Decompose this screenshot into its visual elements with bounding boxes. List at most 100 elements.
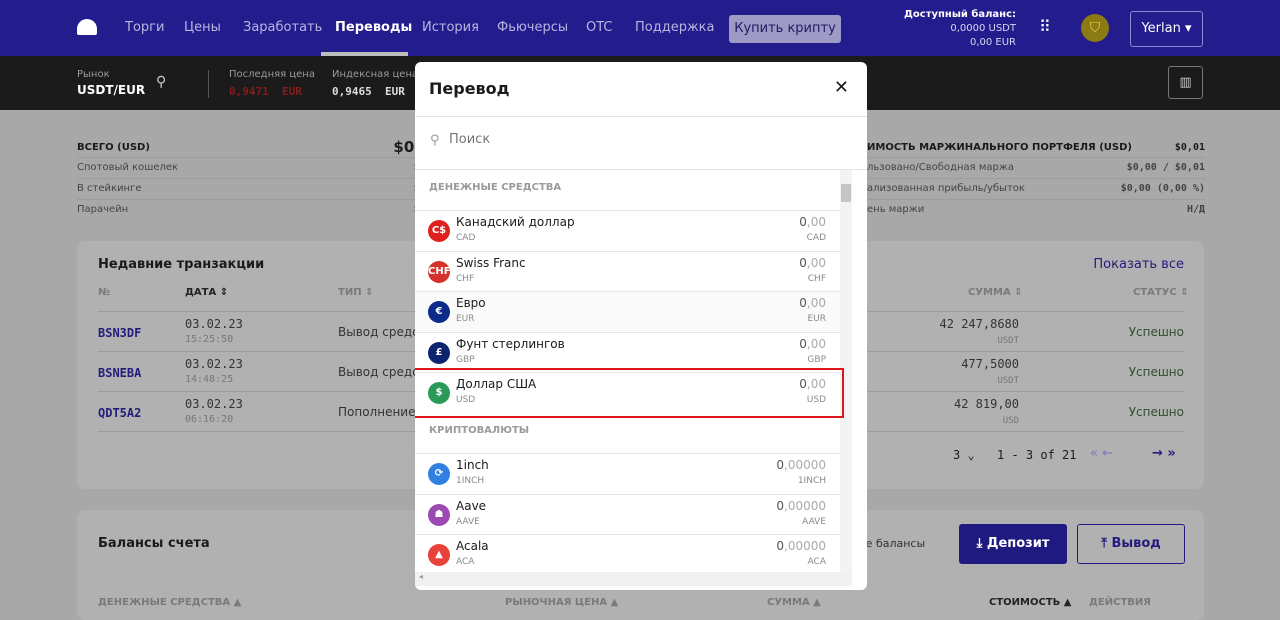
nav-support[interactable]: Поддержка <box>635 20 715 35</box>
parachain-label: Парачейн <box>77 204 129 215</box>
margin-title: ИМОСТЬ МАРЖИНАЛЬНОГО ПОРТФЕЛЯ (USD) <box>867 141 1132 153</box>
currency-name: Swiss Franc <box>456 255 526 270</box>
bal-col-value[interactable]: СТОИМОСТЬ ▲ <box>989 597 1072 608</box>
deposit-button[interactable]: ⤓ Депозит <box>959 524 1067 564</box>
last-price-value: 0,9471 EUR <box>229 85 302 98</box>
next-page-icon[interactable]: → » <box>1152 446 1176 461</box>
spot-label: Спотовый кошелек <box>77 162 179 173</box>
withdraw-button[interactable]: ⤒ Вывод <box>1077 524 1185 564</box>
tx-date: 03.02.23 <box>185 357 243 371</box>
market-pair[interactable]: USDT/EUR <box>77 83 146 97</box>
currency-list: ДЕНЕЖНЫЕ СРЕДСТВА C$ Канадский доллар CA… <box>415 170 840 572</box>
index-price-value: 0,9465 EUR <box>332 85 405 98</box>
tx-amount: 42 819,00 <box>953 397 1019 411</box>
col-sum[interactable]: СУММА ⇕ <box>968 287 1023 298</box>
currency-name: Acala <box>456 539 489 553</box>
buy-crypto-button[interactable]: Купить крипту <box>729 15 841 43</box>
page-range: 1 - 3 of 21 <box>997 448 1077 462</box>
bal-col-price[interactable]: РЫНОЧНАЯ ЦЕНА ▲ <box>505 597 619 608</box>
nav-otc[interactable]: OTC <box>586 20 613 35</box>
bal-col-cash[interactable]: ДЕНЕЖНЫЕ СРЕДСТВА ▲ <box>98 597 242 608</box>
col-date[interactable]: ДАТА ⇕ <box>185 287 229 298</box>
user-name: Yerlan <box>1141 21 1181 36</box>
currency-item-1inch[interactable]: ⟳ 1inch 1INCH 0,00000 1INCH <box>415 453 840 493</box>
currency-name: Канадский доллар <box>456 215 575 229</box>
currency-code: CAD <box>456 233 476 243</box>
currency-code-right: CHF <box>807 273 826 284</box>
market-label: Рынок <box>77 69 110 80</box>
tx-type: Вывод средс <box>338 365 419 379</box>
currency-amount: 0,00000 <box>776 498 826 513</box>
aave-coin-icon: ☗ <box>428 503 450 526</box>
tx-status: Успешно <box>1128 405 1184 419</box>
currency-code-right: CAD <box>806 233 826 243</box>
available-balance: Доступный баланс: 0,0000 USDT 0,00 EUR <box>904 8 1016 50</box>
shield-icon[interactable]: ⛉ <box>1081 14 1109 42</box>
table-row[interactable]: QDT5A2 03.02.23 06:16:20 Пополнение 42 8… <box>77 391 1204 431</box>
modal-title: Перевод <box>429 79 510 98</box>
nav-trade[interactable]: Торги <box>125 20 165 35</box>
currency-code: CHF <box>456 273 475 284</box>
currency-code: AAVE <box>456 516 480 527</box>
currency-item-gbp[interactable]: £ Фунт стерлингов GBP 0,00 GBP <box>415 331 840 372</box>
currency-item-aca[interactable]: ▲ Acala ACA 0,00000 ACA <box>415 534 840 574</box>
currency-item-cad[interactable]: C$ Канадский доллар CAD 0,00 CAD <box>415 210 840 250</box>
nav-history[interactable]: История <box>422 20 479 35</box>
currency-code-right: 1INCH <box>797 476 826 486</box>
usd-coin-icon: $ <box>428 382 450 404</box>
first-page-icon[interactable]: « ← <box>1090 446 1113 461</box>
currency-item-usd[interactable]: $ Доллар США USD 0,00 USD <box>415 372 840 412</box>
chf-coin-icon: CHF <box>428 260 451 283</box>
close-icon[interactable]: ✕ <box>833 77 849 98</box>
col-no: № <box>98 287 111 298</box>
total-label: ВСЕГО (USD) <box>77 141 150 153</box>
fiat-section-label: ДЕНЕЖНЫЕ СРЕДСТВА <box>429 182 562 193</box>
bal-col-sum[interactable]: СУММА ▲ <box>767 597 821 608</box>
col-type[interactable]: ТИП ⇕ <box>338 287 374 298</box>
nav-prices[interactable]: Цены <box>184 20 221 35</box>
top-nav: Торги Цены Заработать Переводы История Ф… <box>0 0 1280 56</box>
vertical-scrollbar[interactable] <box>840 170 852 572</box>
currency-code-right: ACA <box>807 557 826 567</box>
currency-item-eur[interactable]: € Евро EUR 0,00 EUR <box>415 291 840 331</box>
tx-id[interactable]: BSN3DF <box>98 326 142 340</box>
table-row[interactable]: BSNEBA 03.02.23 14:48:25 Вывод средс 477… <box>77 351 1204 391</box>
currency-amount: 0,00 <box>799 296 826 310</box>
margin-used-value: $0,00 / $0,01 <box>1126 162 1205 173</box>
logo-icon[interactable] <box>77 19 97 35</box>
currency-code: GBP <box>456 354 475 365</box>
search-icon[interactable]: ⚲ <box>156 74 167 90</box>
tx-type: Пополнение <box>338 405 416 419</box>
currency-item-aave[interactable]: ☗ Aave AAVE 0,00000 AAVE <box>415 493 840 534</box>
chart-icon[interactable]: ▥ <box>1168 66 1203 99</box>
tx-currency: USD <box>1002 416 1019 426</box>
apps-grid-icon[interactable]: ⠿ <box>1039 17 1051 36</box>
currency-code: EUR <box>456 314 475 324</box>
download-icon: ⤓ <box>976 536 983 551</box>
tx-amount: 477,5000 <box>961 357 1019 371</box>
horizontal-scrollbar[interactable]: ◂ <box>415 572 852 586</box>
scrollbar-thumb[interactable] <box>841 184 851 202</box>
margin-used-label: льзовано/Свободная маржа <box>867 162 1014 173</box>
margin-value: $0,01 <box>1174 141 1205 153</box>
nav-transfers[interactable]: Переводы <box>335 20 413 35</box>
currency-item-chf[interactable]: CHF Swiss Franc CHF 0,00 CHF <box>415 250 840 291</box>
tx-id[interactable]: QDT5A2 <box>98 406 142 420</box>
tx-date: 03.02.23 <box>185 397 243 411</box>
tx-status: Успешно <box>1128 365 1184 379</box>
hide-zero-balances[interactable]: ые балансы <box>857 537 926 550</box>
currency-amount: 0,00 <box>799 336 826 351</box>
show-all-link[interactable]: Показать все <box>1093 257 1184 272</box>
nav-futures[interactable]: Фьючерсы <box>497 20 569 35</box>
aca-coin-icon: ▲ <box>428 544 450 566</box>
search-input[interactable] <box>449 132 849 147</box>
nav-earn[interactable]: Заработать <box>243 20 323 35</box>
col-status[interactable]: СТАТУС ⇕ <box>1133 287 1189 298</box>
last-price-label: Последняя цена <box>229 69 315 80</box>
tx-id[interactable]: BSNEBA <box>98 366 142 380</box>
table-row[interactable]: BSN3DF 03.02.23 15:25:50 Вывод средст 42… <box>77 311 1204 351</box>
user-menu-button[interactable]: Yerlan ▾ <box>1130 11 1203 47</box>
page-size-select[interactable]: 3 ⌄ <box>953 448 975 462</box>
transactions-title: Недавние транзакции <box>98 257 265 272</box>
highlight-box <box>415 368 844 418</box>
